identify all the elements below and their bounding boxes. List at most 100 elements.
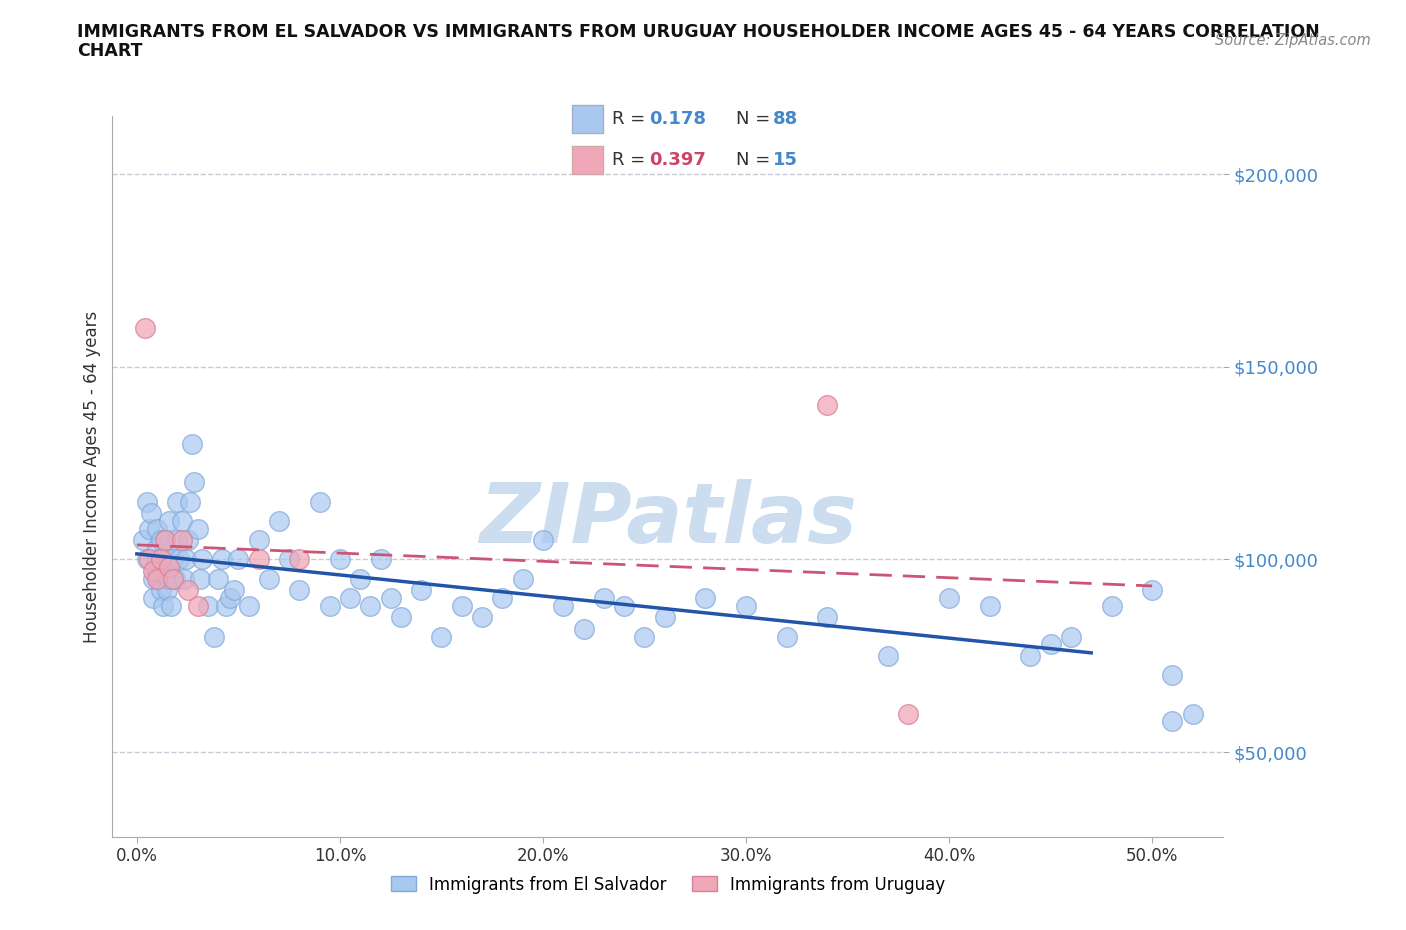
Point xyxy=(329,552,352,567)
Point xyxy=(132,533,155,548)
Point xyxy=(877,648,900,663)
Point xyxy=(380,591,402,605)
Point xyxy=(152,560,174,575)
Point xyxy=(152,598,174,613)
Point xyxy=(157,571,180,586)
Point xyxy=(267,513,290,528)
Point xyxy=(593,591,616,605)
Point xyxy=(1019,648,1042,663)
Point xyxy=(228,552,250,567)
Point xyxy=(512,571,534,586)
Point xyxy=(654,610,676,625)
Point xyxy=(224,583,246,598)
FancyBboxPatch shape xyxy=(572,105,603,133)
Point xyxy=(202,629,225,644)
Text: 0.397: 0.397 xyxy=(650,151,706,169)
Point xyxy=(389,610,412,625)
Point xyxy=(138,552,160,567)
Y-axis label: Householder Income Ages 45 - 64 years: Householder Income Ages 45 - 64 years xyxy=(83,311,101,643)
Point xyxy=(1161,668,1184,683)
Point xyxy=(165,571,187,586)
Point xyxy=(531,533,554,548)
Point xyxy=(136,494,159,509)
Text: 88: 88 xyxy=(773,110,799,128)
Point xyxy=(162,571,184,586)
Point xyxy=(139,506,162,521)
Point xyxy=(215,598,238,613)
Point xyxy=(238,598,260,613)
Point xyxy=(157,560,180,575)
Point xyxy=(187,521,209,536)
Point xyxy=(170,513,193,528)
Text: ZIPatlas: ZIPatlas xyxy=(479,479,856,561)
Point xyxy=(146,571,169,586)
Point xyxy=(170,533,193,548)
Point xyxy=(187,598,209,613)
Point xyxy=(162,552,184,567)
Point xyxy=(156,583,179,598)
Point xyxy=(349,571,371,586)
Text: Source: ZipAtlas.com: Source: ZipAtlas.com xyxy=(1215,33,1371,47)
Point xyxy=(430,629,453,644)
Point xyxy=(188,571,211,586)
Point xyxy=(471,610,494,625)
Point xyxy=(138,521,160,536)
Point xyxy=(1039,637,1062,652)
Point xyxy=(491,591,513,605)
Text: R =: R = xyxy=(612,110,651,128)
Point xyxy=(572,621,595,636)
Point xyxy=(146,521,169,536)
Point xyxy=(979,598,1001,613)
Text: IMMIGRANTS FROM EL SALVADOR VS IMMIGRANTS FROM URUGUAY HOUSEHOLDER INCOME AGES 4: IMMIGRANTS FROM EL SALVADOR VS IMMIGRANT… xyxy=(77,23,1320,41)
Point xyxy=(166,533,188,548)
Point xyxy=(136,552,159,567)
Point xyxy=(1181,706,1204,721)
Point xyxy=(150,533,173,548)
Point xyxy=(148,571,170,586)
Point xyxy=(211,552,233,567)
Text: 15: 15 xyxy=(773,151,797,169)
Text: R =: R = xyxy=(612,151,651,169)
Point xyxy=(142,591,165,605)
Point xyxy=(370,552,392,567)
Text: N =: N = xyxy=(735,110,776,128)
Point xyxy=(1140,583,1163,598)
Point xyxy=(319,598,342,613)
Point xyxy=(288,552,311,567)
Point xyxy=(613,598,636,613)
Point xyxy=(174,552,197,567)
Point xyxy=(142,571,165,586)
Point xyxy=(450,598,472,613)
Point xyxy=(247,533,270,548)
Point xyxy=(150,552,173,567)
Point xyxy=(169,552,191,567)
Point xyxy=(156,552,179,567)
Point xyxy=(633,629,655,644)
Point xyxy=(278,552,301,567)
Point xyxy=(1060,629,1083,644)
Point xyxy=(1161,714,1184,729)
Point xyxy=(775,629,797,644)
Point xyxy=(288,583,311,598)
Text: N =: N = xyxy=(735,151,776,169)
Point xyxy=(247,552,270,567)
Point xyxy=(176,533,198,548)
Point xyxy=(173,571,195,586)
Point xyxy=(207,571,229,586)
Point xyxy=(143,560,166,575)
FancyBboxPatch shape xyxy=(572,146,603,174)
Point xyxy=(142,564,165,578)
Point xyxy=(897,706,920,721)
Point xyxy=(155,533,177,548)
Point xyxy=(134,321,156,336)
Point xyxy=(166,494,188,509)
Point xyxy=(938,591,960,605)
Point xyxy=(160,598,183,613)
Point xyxy=(339,591,361,605)
Point xyxy=(146,552,169,567)
Point xyxy=(553,598,575,613)
Point xyxy=(219,591,242,605)
Point xyxy=(815,610,838,625)
Point xyxy=(150,583,173,598)
Point xyxy=(257,571,280,586)
